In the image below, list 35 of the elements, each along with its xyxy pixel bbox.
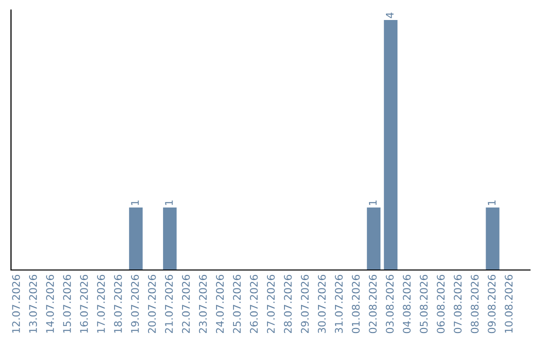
x-tick-label: 03.08.2026 (386, 274, 394, 334)
x-tick-label: 04.08.2026 (402, 274, 411, 334)
x-tick-label: 28.07.2026 (284, 274, 292, 334)
x-tick-label: 10.08.2026 (504, 274, 513, 333)
x-tick-label: 19.07.2026 (131, 274, 139, 333)
x-tick-label: 15.07.2026 (63, 274, 71, 333)
data-label: 1 (131, 200, 139, 205)
x-tick-label: 26.07.2026 (250, 274, 258, 334)
x-tick-label: 31.07.2026 (334, 274, 343, 334)
x-tick-label: 02.08.2026 (368, 274, 377, 334)
x-tick-label: 29.07.2026 (300, 274, 309, 334)
data-label: 1 (488, 200, 496, 205)
x-tick-label: 07.08.2026 (454, 274, 462, 334)
x-tick-label: 17.07.2026 (97, 274, 105, 333)
data-label: 4 (386, 12, 394, 18)
x-tick-label: 12.07.2026 (12, 274, 20, 333)
x-tick-label: 09.08.2026 (488, 274, 496, 334)
x-tick-label: 01.08.2026 (352, 274, 360, 334)
x-tick-label: 08.08.2026 (470, 274, 479, 334)
x-tick-label: 14.07.2026 (46, 274, 54, 333)
x-tick-label: 24.07.2026 (216, 274, 224, 334)
x-tick-label: 25.07.2026 (232, 274, 241, 334)
x-tick-label: 30.07.2026 (318, 274, 326, 334)
x-tick-label: 21.07.2026 (164, 274, 173, 334)
x-tick-label: 16.07.2026 (80, 274, 88, 333)
x-tick-label: 27.07.2026 (266, 274, 275, 334)
x-tick-label: 22.07.2026 (182, 274, 190, 334)
data-label: 1 (368, 200, 377, 205)
x-tick-label: 13.07.2026 (29, 274, 37, 333)
x-tick-label: 18.07.2026 (114, 274, 122, 333)
x-tick-label: 06.08.2026 (436, 274, 445, 334)
x-tick-label: 05.08.2026 (420, 274, 428, 334)
x-tick-label: 20.07.2026 (148, 274, 156, 334)
data-label: 1 (165, 200, 173, 205)
x-tick-label: 23.07.2026 (198, 274, 207, 334)
